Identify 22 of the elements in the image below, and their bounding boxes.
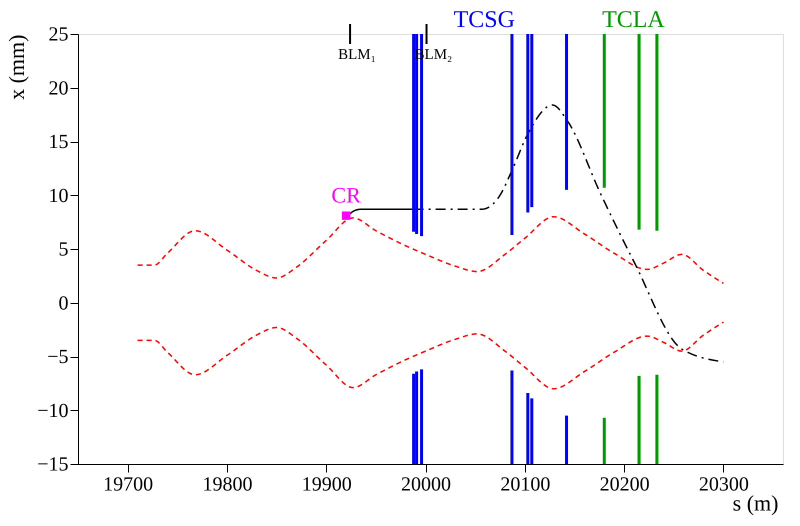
y-axis-title: x (mm)	[4, 34, 30, 100]
ref-line-label: BLM₁	[338, 47, 376, 63]
line-series	[136, 216, 724, 284]
series-label: TCLA	[602, 7, 666, 33]
y-tick-label: 20	[48, 77, 68, 100]
y-tick-label: 0	[58, 292, 68, 314]
line-series	[136, 321, 724, 390]
x-tick-label: 20200	[600, 474, 650, 496]
x-tick-label: 20100	[500, 474, 550, 496]
series-label: TCSG	[454, 7, 515, 33]
y-tick-label: −10	[37, 400, 68, 422]
y-tick-label: 10	[48, 184, 68, 207]
y-tick-label: 15	[48, 131, 68, 153]
x-tick-label: 19800	[202, 474, 252, 496]
x-tick-label: 19900	[302, 474, 352, 496]
y-tick-label: 25	[48, 24, 68, 46]
y-tick-label: −5	[47, 346, 68, 368]
y-tick-label: −15	[37, 454, 68, 476]
x-tick-label: 19700	[103, 474, 154, 496]
y-tick-label: 5	[58, 238, 68, 260]
x-tick-label: 20000	[401, 474, 452, 496]
series-label: CR	[331, 182, 362, 208]
